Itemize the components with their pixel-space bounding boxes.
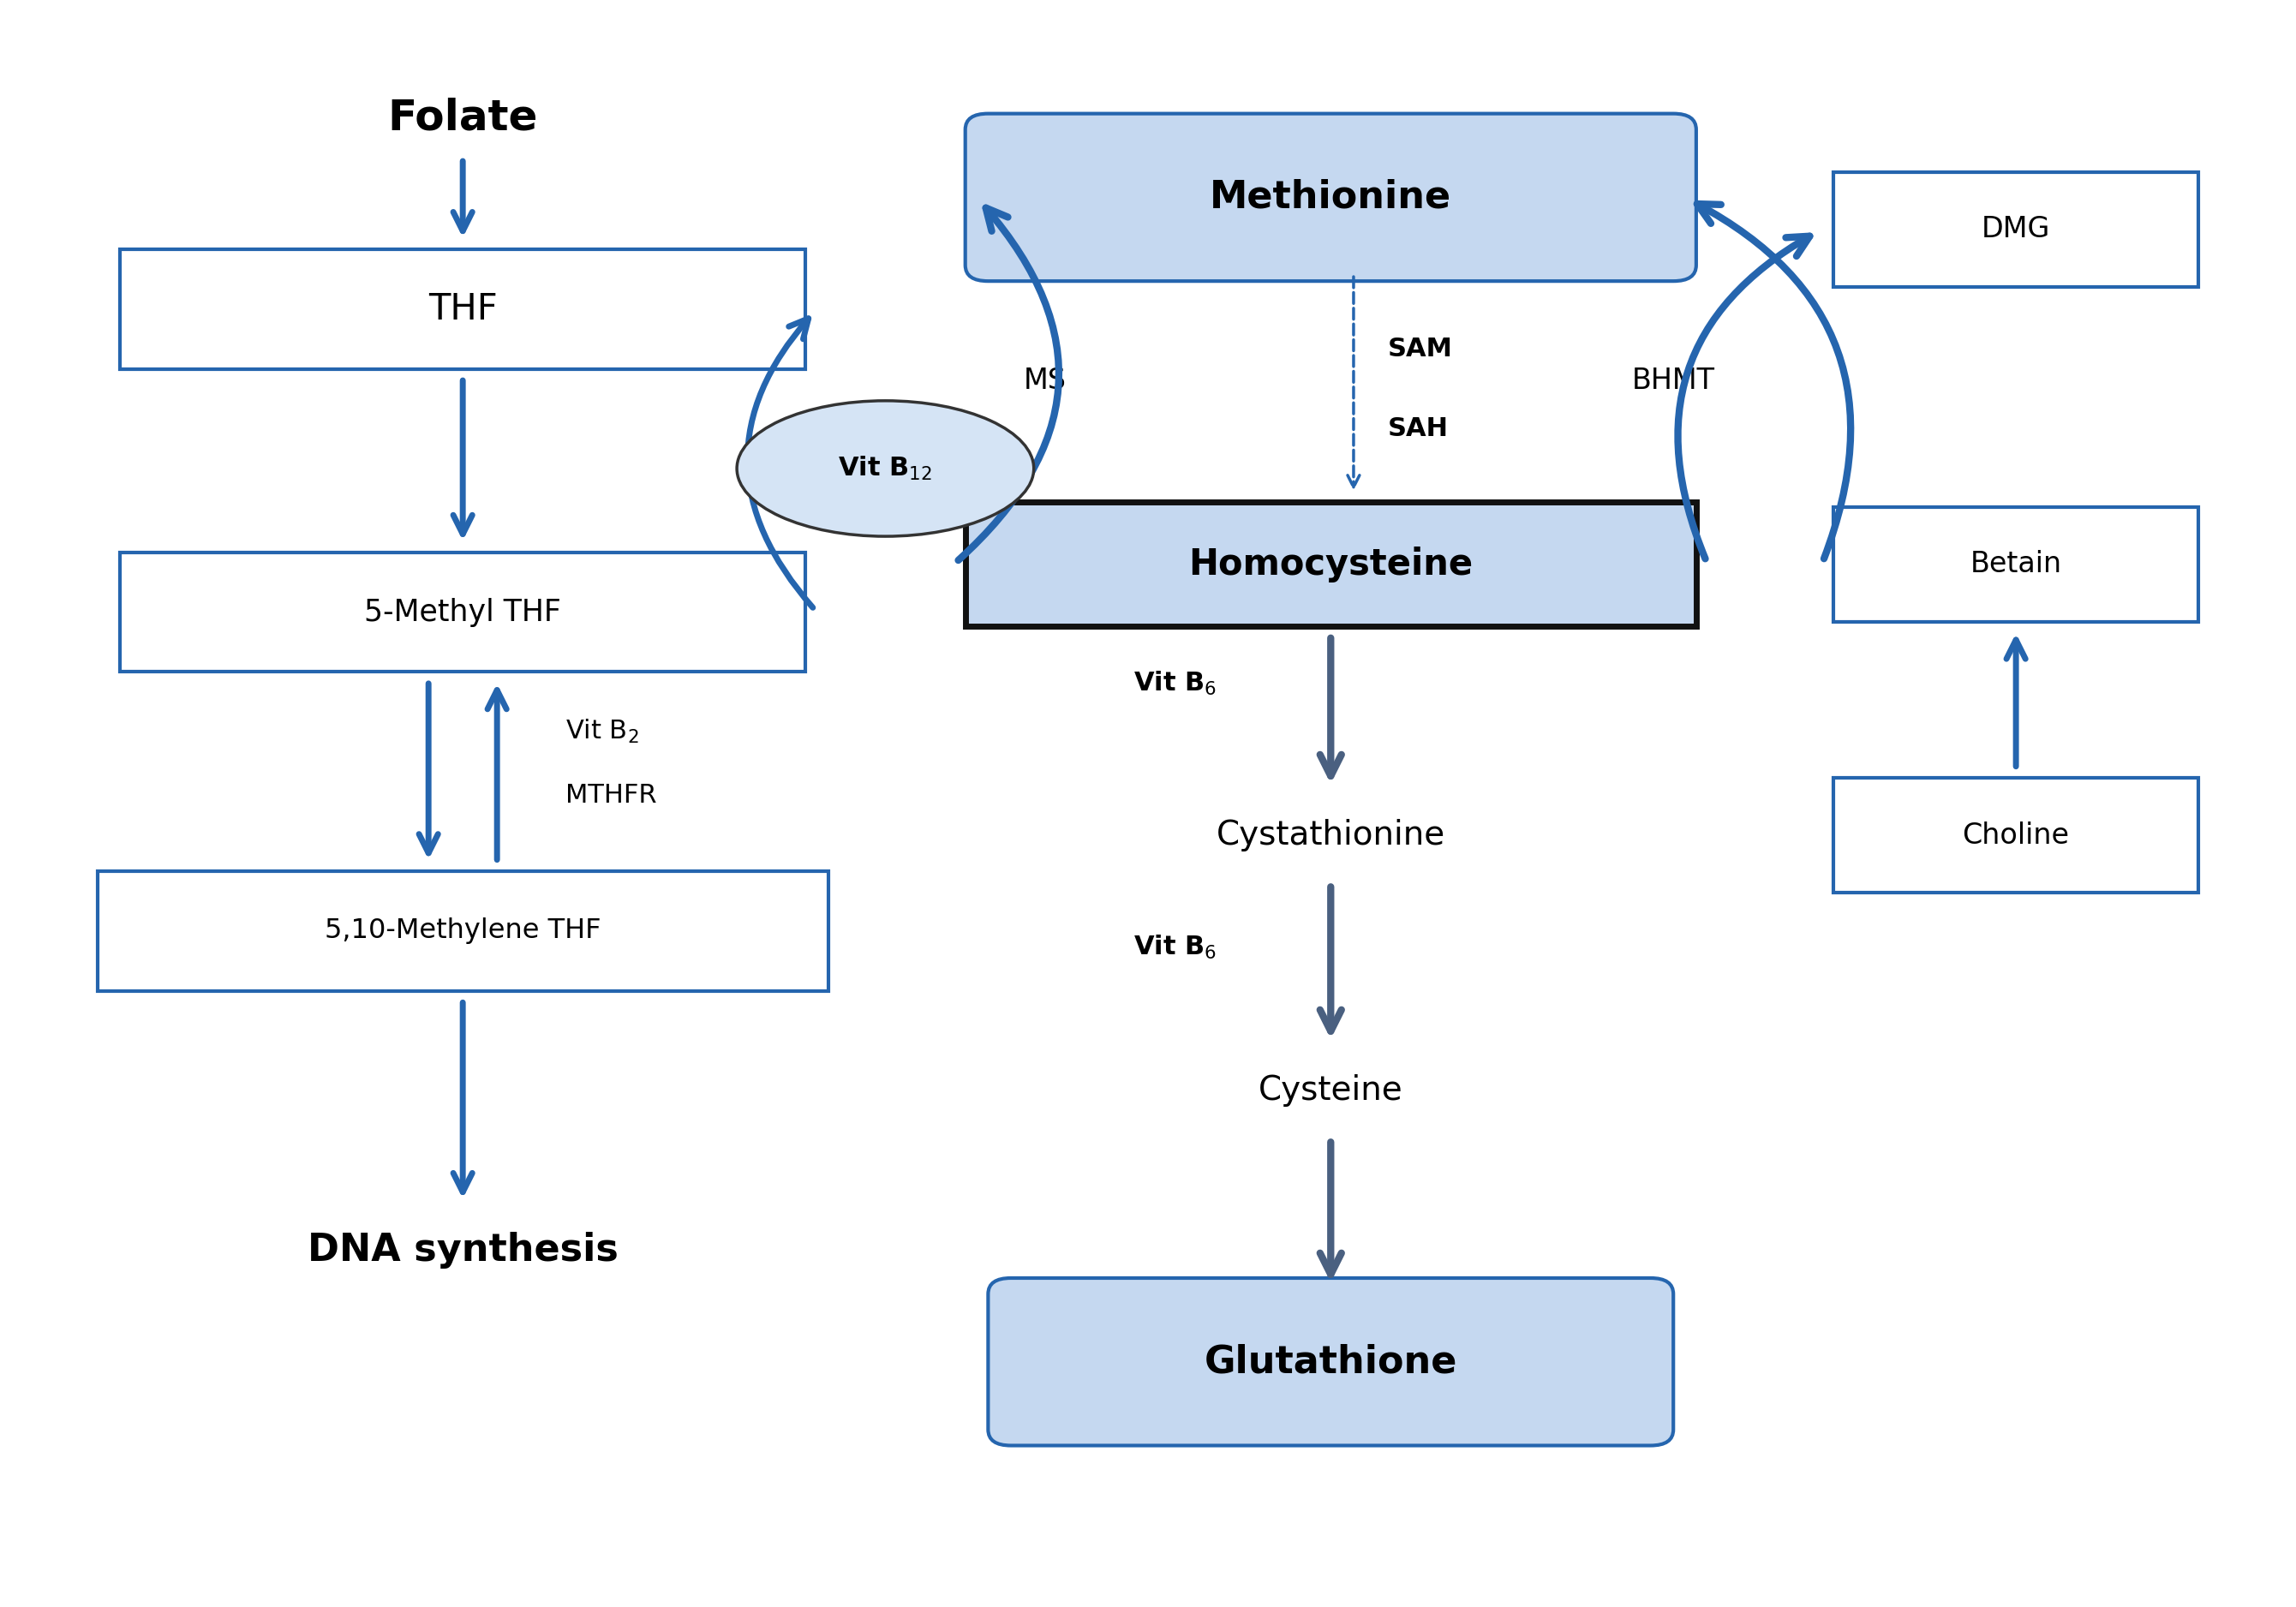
- FancyBboxPatch shape: [1832, 778, 2200, 893]
- Text: SAM: SAM: [1387, 336, 1453, 362]
- Text: Vit B$_6$: Vit B$_6$: [1134, 670, 1217, 697]
- FancyBboxPatch shape: [964, 114, 1697, 281]
- Text: MS: MS: [1024, 366, 1068, 395]
- Text: Glutathione: Glutathione: [1203, 1343, 1458, 1380]
- Text: Vit B$_6$: Vit B$_6$: [1134, 934, 1217, 961]
- Text: Methionine: Methionine: [1210, 178, 1451, 215]
- Text: 5-Methyl THF: 5-Methyl THF: [365, 598, 560, 627]
- Text: Cysteine: Cysteine: [1258, 1075, 1403, 1107]
- FancyBboxPatch shape: [1832, 506, 2200, 622]
- Text: Cystathionine: Cystathionine: [1217, 820, 1444, 852]
- Text: 5,10-Methylene THF: 5,10-Methylene THF: [324, 918, 602, 945]
- FancyBboxPatch shape: [1832, 172, 2200, 286]
- Text: Betain: Betain: [1970, 550, 2062, 579]
- Text: Vit B$_2$: Vit B$_2$: [565, 718, 638, 746]
- Text: BHMT: BHMT: [1632, 366, 1715, 395]
- FancyBboxPatch shape: [119, 553, 806, 672]
- Text: DNA synthesis: DNA synthesis: [308, 1231, 618, 1268]
- Text: Choline: Choline: [1963, 821, 2069, 850]
- FancyBboxPatch shape: [119, 249, 806, 370]
- Text: Vit B$_{12}$: Vit B$_{12}$: [838, 455, 932, 482]
- Text: SAH: SAH: [1387, 416, 1449, 440]
- Ellipse shape: [737, 400, 1033, 537]
- Text: THF: THF: [427, 291, 498, 326]
- Text: Folate: Folate: [388, 96, 537, 138]
- FancyBboxPatch shape: [96, 871, 829, 992]
- Text: MTHFR: MTHFR: [565, 783, 657, 808]
- FancyBboxPatch shape: [964, 501, 1697, 627]
- Text: DMG: DMG: [1981, 215, 2050, 243]
- Text: Homocysteine: Homocysteine: [1189, 546, 1474, 582]
- FancyBboxPatch shape: [987, 1278, 1674, 1446]
